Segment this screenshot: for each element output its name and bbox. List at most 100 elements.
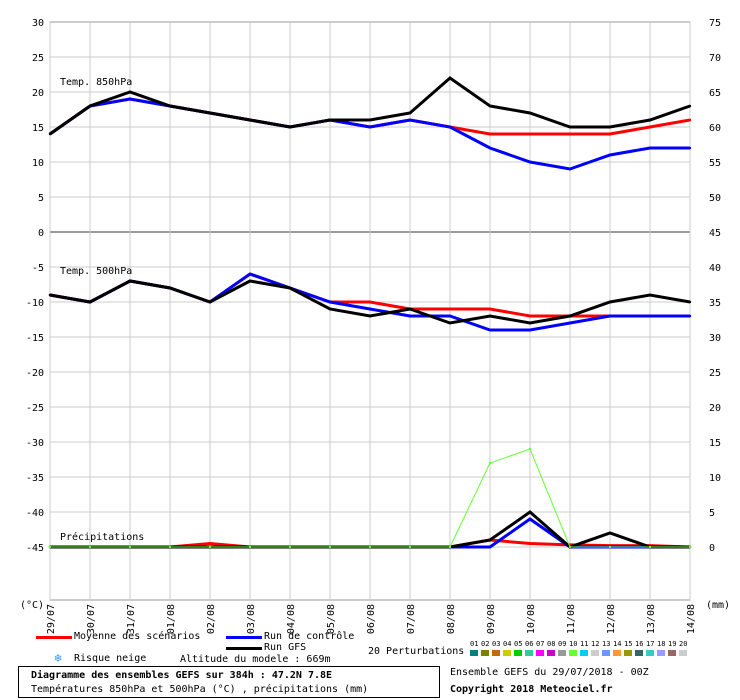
data-point [368,314,372,318]
data-point [528,321,532,325]
data-point [88,104,92,108]
perturbation-color-swatch [525,650,533,656]
perturbation-color-swatch [481,650,489,656]
x-tick-label: 31/07 [126,604,137,634]
data-point [688,118,692,122]
left-tick-label: -10 [26,298,44,309]
left-tick-label: -5 [32,263,44,274]
data-point [328,300,332,304]
right-tick-label: 10 [709,473,721,484]
data-point [568,321,572,325]
data-point [288,125,292,129]
data-point [448,125,452,129]
x-tick-label: 08/08 [446,604,457,634]
left-tick-label: 15 [32,123,44,134]
perturbation-number: 08 [547,640,556,648]
data-point [528,111,532,115]
left-tick-label: -30 [26,438,44,449]
perturbation-number: 11 [580,640,589,648]
left-tick-label: -35 [26,473,44,484]
legend-perturbations: 20 Perturbations [368,646,465,657]
x-tick-label: 02/08 [206,604,217,634]
data-point [328,545,332,549]
data-point [328,307,332,311]
right-tick-label: 20 [709,403,721,414]
data-point [448,76,452,80]
legend-gfs-label: Run GFS [264,642,307,653]
perturbation-number: 05 [514,640,523,648]
perturbation-color-swatch [580,650,588,656]
info-title: Diagramme des ensembles GEFS sur 384h : … [31,670,333,681]
right-tick-label: 40 [709,263,721,274]
data-point [368,300,372,304]
data-point [648,125,652,129]
data-point [528,517,532,521]
data-point [528,542,532,545]
data-point [608,132,612,136]
x-tick-label: 10/08 [526,604,537,634]
perturbation-color-swatch [591,650,599,656]
right-tick-label: 70 [709,53,721,64]
legend-altitude: Altitude du modele : 669m [180,654,331,665]
data-point [568,545,572,549]
left-tick-label: 0 [38,228,44,239]
data-point [208,300,212,304]
x-tick-label: 29/07 [46,604,57,634]
perturbation-color-swatch [470,650,478,656]
data-point [88,300,92,304]
data-point [128,90,132,94]
data-point [168,545,172,549]
x-tick-label: 07/08 [406,604,417,634]
data-point [208,542,212,545]
right-tick-label: 35 [709,298,721,309]
perturbation-color-swatch [558,650,566,656]
left-tick-label: -20 [26,368,44,379]
x-tick-label: 30/07 [86,604,97,634]
right-tick-label: 55 [709,158,721,169]
right-tick-label: 0 [709,543,715,554]
data-point [248,118,252,122]
data-point [528,510,532,514]
data-point [648,118,652,122]
panel-label-precip: Précipitations [60,531,144,543]
right-unit: (mm) [706,600,730,611]
right-tick-label: 50 [709,193,721,204]
data-point [248,272,252,276]
data-point [168,104,172,108]
copyright: Copyright 2018 Meteociel.fr [450,684,613,695]
data-point [288,286,292,290]
data-point [688,146,692,150]
x-tick-label: 04/08 [286,604,297,634]
data-point [408,118,412,122]
data-point [568,167,572,171]
right-tick-label: 45 [709,228,721,239]
data-point [488,328,492,332]
data-point [648,293,652,297]
x-tick-label: 03/08 [246,604,257,634]
left-tick-label: 5 [38,193,44,204]
data-point [128,545,132,549]
right-tick-label: 65 [709,88,721,99]
data-point [568,125,572,129]
data-point [568,132,572,136]
data-point [688,314,692,318]
left-tick-label: 20 [32,88,44,99]
perturbation-number: 04 [503,640,512,648]
perturbation-color-swatch [657,650,665,656]
data-point [608,125,612,129]
perturbation-number: 06 [525,640,534,648]
left-unit: (°C) [20,600,44,611]
data-point [368,307,372,311]
data-point [48,293,52,297]
grid-lines [49,22,691,600]
x-tick-label: 01/08 [166,604,177,634]
data-point [48,132,52,136]
data-point [488,307,492,311]
perturbation-number: 10 [569,640,578,648]
data-point [528,132,532,136]
right-tick-label: 60 [709,123,721,134]
data-point [88,545,92,549]
right-tick-label: 5 [709,508,715,519]
perturbation-number: 12 [591,640,600,648]
